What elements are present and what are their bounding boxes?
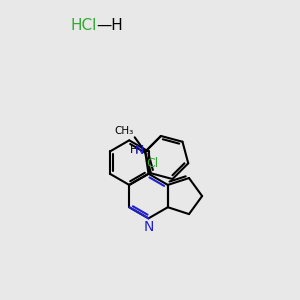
Text: CH₃: CH₃ [114, 126, 133, 136]
Text: H: H [129, 145, 138, 155]
Text: HCl: HCl [70, 18, 97, 33]
Text: Cl: Cl [146, 157, 159, 170]
Text: N: N [134, 144, 144, 157]
Text: N: N [143, 220, 154, 234]
Text: —H: —H [97, 18, 123, 33]
